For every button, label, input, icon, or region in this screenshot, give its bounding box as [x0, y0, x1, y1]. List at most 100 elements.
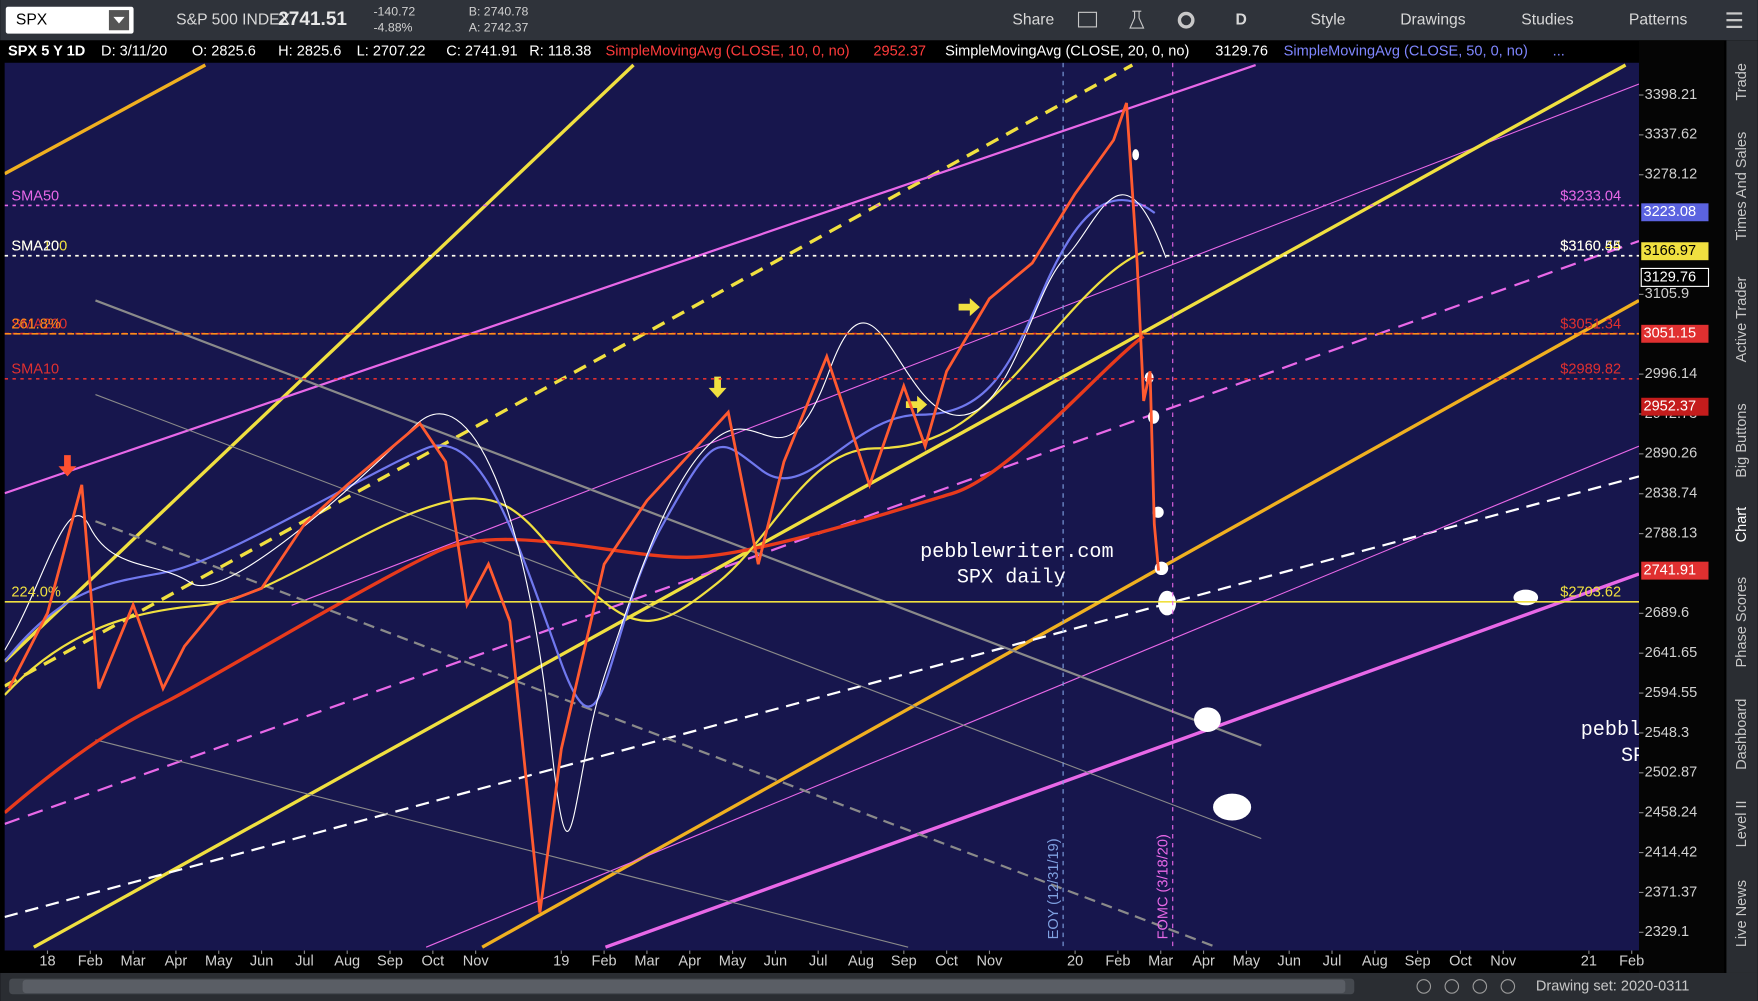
x-tick-label: Oct	[935, 954, 958, 970]
sidebar-tab[interactable]: Active Trader	[1734, 276, 1750, 362]
y-tick-label: 2890.26	[1645, 446, 1698, 462]
price-box-label: 2741.91	[1643, 562, 1696, 578]
price-box-label: 3223.08	[1643, 204, 1696, 220]
x-tick-label: Feb	[1105, 954, 1130, 970]
x-tick-label: Mar	[1148, 954, 1173, 970]
price-box-label: 3051.15	[1643, 326, 1696, 342]
sidebar-tab[interactable]: Phase Scores	[1734, 577, 1750, 668]
x-tick-label: Jul	[295, 954, 314, 970]
sidebar-tab[interactable]: Dashboard	[1734, 699, 1750, 770]
x-tick-label: Sep	[891, 954, 917, 970]
sidebar-tab[interactable]: Chart	[1734, 507, 1750, 543]
sidebar-tab[interactable]: Live News	[1734, 880, 1750, 947]
x-tick-label: 20	[1067, 954, 1083, 970]
watermark: SPX daily	[957, 567, 1066, 590]
info-symbol: SPX 5 Y 1D	[8, 43, 85, 59]
study-value-bg	[871, 42, 939, 61]
y-tick-label: 3278.12	[1645, 167, 1698, 183]
x-tick-label: Nov	[977, 954, 1004, 970]
y-tick-label: 3105.9	[1645, 286, 1690, 302]
share-button[interactable]: Share	[1012, 11, 1054, 28]
x-tick-label: Jul	[1323, 954, 1342, 970]
x-tick-label: May	[205, 954, 233, 970]
dropdown-arrow	[113, 16, 125, 24]
x-tick-label: Aug	[848, 954, 874, 970]
level-label: 224.0%	[11, 585, 60, 601]
level-price: $3233.04	[1560, 188, 1621, 204]
change-pct: -4.88%	[373, 20, 412, 34]
level-label: SMA50	[11, 188, 59, 204]
sidebar-tab[interactable]: Level II	[1734, 800, 1750, 847]
y-tick-label: 2548.3	[1645, 725, 1690, 741]
study-name: SimpleMovingAvg (CLOSE, 20, 0, no)	[945, 43, 1189, 59]
x-tick-label: Feb	[1619, 954, 1644, 970]
vline-label: FOMC (3/18/20)	[1156, 834, 1172, 939]
x-tick-label: Mar	[121, 954, 146, 970]
watermark: SPX daily	[1621, 745, 1730, 768]
x-tick-label: 21	[1581, 954, 1597, 970]
sidebar	[1726, 40, 1758, 973]
style-button[interactable]: Style	[1311, 11, 1346, 28]
y-tick-label: 2689.6	[1645, 605, 1690, 621]
time-axis	[0, 950, 1639, 973]
scroll-thumb[interactable]	[22, 979, 1346, 994]
y-tick-label: 2371.37	[1645, 884, 1698, 900]
x-tick-label: Jun	[1277, 954, 1300, 970]
sidebar-tab[interactable]: Times And Sales	[1734, 132, 1750, 241]
study-value: ...	[1553, 43, 1565, 59]
x-tick-label: Jun	[250, 954, 273, 970]
x-tick-label: Apr	[1192, 954, 1215, 970]
info-range: R: 118.38	[529, 43, 591, 59]
level-label: SMA20	[11, 239, 59, 255]
sidebar-tab[interactable]: Trade	[1734, 63, 1750, 101]
x-tick-label: Oct	[422, 954, 445, 970]
x-tick-label: Apr	[165, 954, 188, 970]
patterns-button[interactable]: Patterns	[1629, 11, 1688, 28]
study-value: 2952.37	[873, 43, 926, 59]
x-tick-label: Sep	[1405, 954, 1431, 970]
level-price: $2703.62	[1560, 585, 1621, 601]
zoom-icons[interactable]	[1416, 979, 1516, 994]
price-axis	[1638, 40, 1725, 973]
price-box-label: 3129.76	[1643, 269, 1696, 285]
drawings-button[interactable]: Drawings	[1400, 11, 1466, 28]
level-label: SMA200	[11, 317, 67, 333]
symbol-input[interactable]	[5, 6, 134, 34]
info-open: O: 2825.6	[192, 43, 256, 59]
x-tick-label: May	[1233, 954, 1261, 970]
price-box	[1641, 203, 1709, 222]
sidebar-tab[interactable]: Big Buttons	[1734, 403, 1750, 477]
price-box-label: 2952.37	[1643, 399, 1696, 415]
ask: A: 2742.37	[469, 20, 529, 34]
x-tick-label: Feb	[78, 954, 103, 970]
y-tick-label: 3398.21	[1645, 87, 1698, 103]
price-box	[1641, 324, 1709, 343]
x-tick-label: Aug	[1362, 954, 1388, 970]
study-name: SimpleMovingAvg (CLOSE, 10, 0, no)	[605, 43, 849, 59]
watermark: pebblewriter.com	[920, 541, 1114, 564]
price-box	[1641, 242, 1709, 261]
period-button[interactable]: D	[1235, 11, 1246, 28]
level-label: 261.8%	[11, 317, 60, 333]
y-tick-label: 2838.74	[1645, 486, 1698, 502]
level-price: $2989.82	[1560, 362, 1621, 378]
y-tick-label: 2329.1	[1645, 924, 1690, 940]
toolbar	[0, 0, 1758, 41]
chart-area	[4, 62, 1639, 951]
x-tick-label: Aug	[334, 954, 360, 970]
y-tick-label: 3337.62	[1645, 127, 1698, 143]
y-tick-label: 2788.13	[1645, 525, 1698, 541]
drawing-set: Drawing set: 2020-0311	[1536, 978, 1690, 994]
x-tick-label: Nov	[1490, 954, 1517, 970]
info-date: D: 3/11/20	[101, 43, 167, 59]
level-price: $3051.34	[1560, 317, 1621, 333]
x-tick-label: Jun	[764, 954, 787, 970]
x-tick-label: 19	[553, 954, 569, 970]
x-tick-label: Oct	[1449, 954, 1472, 970]
y-tick-label: 2594.55	[1645, 685, 1698, 701]
vline-label: EOY (12/31/19)	[1046, 838, 1062, 939]
level-price: $3160.55	[1560, 239, 1621, 255]
studies-button[interactable]: Studies	[1521, 11, 1573, 28]
